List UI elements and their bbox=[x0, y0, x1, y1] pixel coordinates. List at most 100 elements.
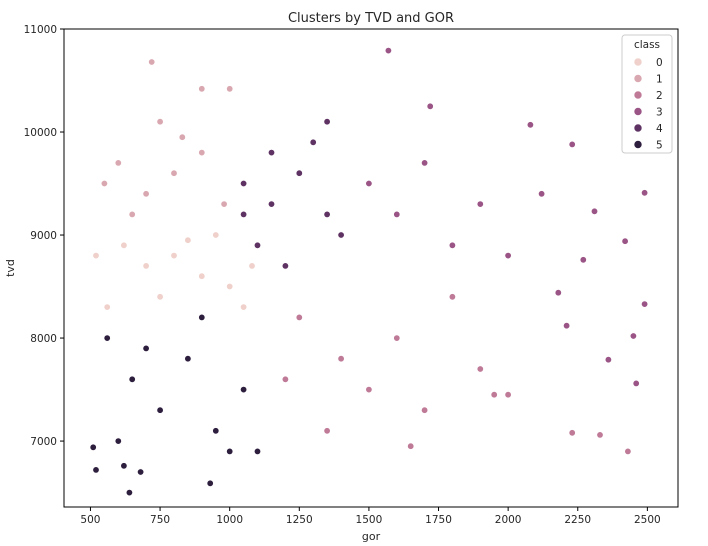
legend-label-4: 4 bbox=[656, 123, 663, 135]
point-class-0 bbox=[248, 262, 256, 270]
x-tick-label: 500 bbox=[80, 514, 100, 526]
chart-title: Clusters by TVD and GOR bbox=[288, 11, 454, 26]
point-class-0 bbox=[142, 262, 150, 270]
point-class-2 bbox=[568, 429, 576, 437]
point-class-4 bbox=[337, 231, 345, 239]
point-class-2 bbox=[407, 442, 415, 450]
point-class-5 bbox=[89, 443, 97, 451]
points-layer bbox=[89, 47, 649, 497]
y-tick-label: 8000 bbox=[30, 333, 57, 345]
point-class-5 bbox=[128, 375, 136, 383]
point-class-4 bbox=[295, 169, 303, 177]
point-class-0 bbox=[240, 303, 248, 311]
point-class-4 bbox=[240, 180, 248, 188]
y-tick-label: 9000 bbox=[30, 230, 57, 242]
point-class-3 bbox=[426, 102, 434, 110]
point-class-5 bbox=[103, 334, 111, 342]
legend-marker-4 bbox=[633, 123, 643, 133]
point-class-2 bbox=[323, 427, 331, 435]
point-class-5 bbox=[226, 447, 234, 455]
point-class-5 bbox=[142, 344, 150, 352]
point-class-3 bbox=[448, 241, 456, 249]
point-class-1 bbox=[148, 58, 156, 66]
point-class-2 bbox=[504, 391, 512, 399]
x-tick-label: 1500 bbox=[356, 514, 383, 526]
point-class-1 bbox=[156, 118, 164, 126]
legend-marker-5 bbox=[633, 140, 643, 149]
x-tick-label: 750 bbox=[150, 514, 170, 526]
point-class-1 bbox=[198, 85, 206, 93]
point-class-3 bbox=[504, 252, 512, 260]
point-class-3 bbox=[568, 140, 576, 148]
y-axis: 7000 8000 9000 10000 11000 bbox=[24, 24, 64, 448]
point-class-3 bbox=[393, 210, 401, 218]
point-class-5 bbox=[156, 406, 164, 414]
point-class-4 bbox=[323, 118, 331, 126]
point-class-5 bbox=[254, 447, 262, 455]
point-class-2 bbox=[490, 391, 498, 399]
legend-label-3: 3 bbox=[656, 107, 663, 119]
legend: class 0 1 2 3 4 5 bbox=[621, 34, 673, 154]
x-tick-label: 2500 bbox=[634, 514, 661, 526]
point-class-2 bbox=[281, 375, 289, 383]
point-class-3 bbox=[476, 200, 484, 208]
point-class-4 bbox=[323, 210, 331, 218]
point-class-3 bbox=[641, 300, 649, 308]
legend-marker-1 bbox=[633, 74, 643, 83]
y-tick-label: 7000 bbox=[30, 436, 57, 448]
plot-frame bbox=[63, 28, 679, 508]
point-class-0 bbox=[198, 272, 206, 280]
point-class-4 bbox=[240, 210, 248, 218]
point-class-1 bbox=[114, 159, 122, 167]
x-axis: 500 750 1000 1250 1500 1750 2000 2250 2500 bbox=[80, 507, 661, 526]
y-axis-label: tvd bbox=[4, 259, 17, 277]
point-class-3 bbox=[641, 189, 649, 197]
point-class-0 bbox=[170, 252, 178, 260]
point-class-2 bbox=[295, 313, 303, 321]
y-tick-label: 10000 bbox=[24, 127, 57, 139]
point-class-1 bbox=[128, 210, 136, 218]
point-class-0 bbox=[103, 303, 111, 311]
x-tick-label: 2000 bbox=[495, 514, 522, 526]
point-class-3 bbox=[632, 379, 640, 387]
point-class-2 bbox=[393, 334, 401, 342]
point-class-3 bbox=[604, 356, 612, 364]
point-class-5 bbox=[120, 462, 128, 470]
point-class-1 bbox=[198, 149, 206, 157]
point-class-2 bbox=[337, 355, 345, 363]
point-class-3 bbox=[629, 332, 637, 340]
point-class-2 bbox=[448, 293, 456, 301]
x-tick-label: 1750 bbox=[425, 514, 452, 526]
point-class-1 bbox=[142, 190, 150, 198]
point-class-3 bbox=[590, 207, 598, 215]
point-class-3 bbox=[554, 289, 562, 297]
point-class-4 bbox=[254, 241, 262, 249]
point-class-3 bbox=[579, 256, 587, 264]
legend-label-1: 1 bbox=[656, 74, 663, 86]
point-class-3 bbox=[421, 159, 429, 167]
point-class-5 bbox=[92, 466, 100, 474]
point-class-3 bbox=[563, 322, 571, 330]
legend-marker-3 bbox=[633, 107, 643, 116]
point-class-5 bbox=[198, 313, 206, 321]
point-class-2 bbox=[624, 447, 632, 455]
legend-label-2: 2 bbox=[656, 90, 663, 102]
point-class-1 bbox=[170, 169, 178, 177]
point-class-4 bbox=[281, 262, 289, 270]
point-class-0 bbox=[156, 293, 164, 301]
x-tick-label: 1250 bbox=[286, 514, 313, 526]
point-class-2 bbox=[476, 365, 484, 373]
point-class-1 bbox=[226, 85, 234, 93]
point-class-2 bbox=[421, 406, 429, 414]
point-class-3 bbox=[526, 121, 534, 129]
point-class-3 bbox=[384, 47, 392, 55]
point-class-5 bbox=[184, 355, 192, 363]
point-class-0 bbox=[212, 231, 220, 239]
point-class-1 bbox=[100, 180, 108, 188]
point-class-1 bbox=[178, 133, 186, 141]
point-class-0 bbox=[184, 236, 192, 244]
point-class-5 bbox=[212, 427, 220, 435]
legend-label-0: 0 bbox=[656, 57, 663, 69]
point-class-0 bbox=[120, 241, 128, 249]
